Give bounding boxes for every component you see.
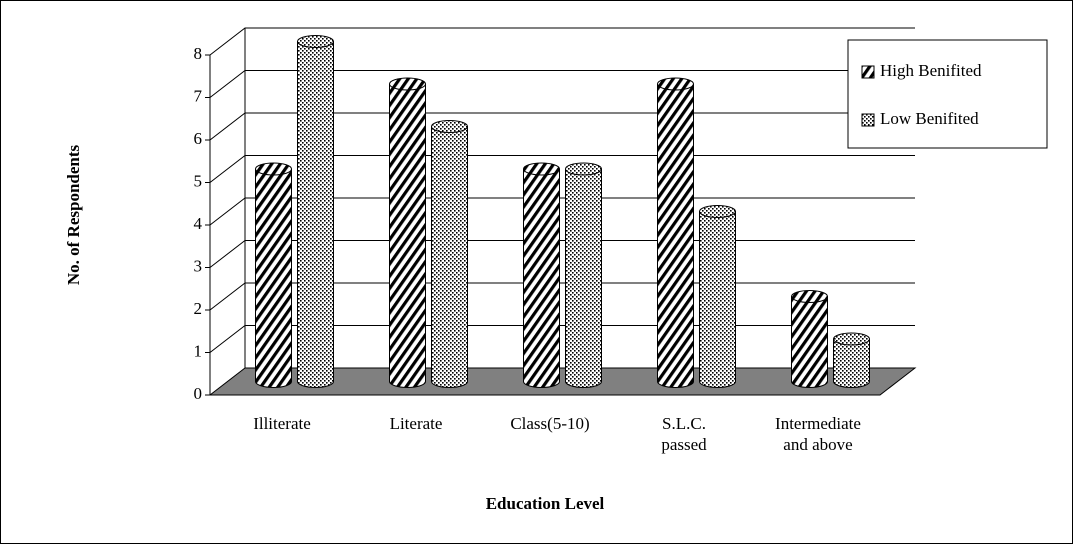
bar-top [565, 162, 602, 176]
bar [565, 162, 602, 388]
bar-body [791, 296, 828, 388]
bar [389, 77, 426, 388]
bar-body [297, 41, 334, 388]
bar [791, 290, 828, 388]
bar-body [565, 168, 602, 388]
bar-top [389, 77, 426, 91]
x-tick-label: S.L.C. passed [661, 414, 707, 454]
y-tick-label: 7 [194, 86, 203, 105]
x-tick-label: Literate [389, 414, 443, 433]
y-tick-label: 3 [194, 256, 203, 275]
bar-body [699, 211, 736, 388]
bar-top [833, 332, 870, 346]
bar-body [523, 168, 560, 388]
legend-label: Low Benifited [880, 109, 979, 128]
bar-top [255, 162, 292, 176]
legend-swatch [861, 113, 875, 127]
y-tick-label: 6 [194, 129, 203, 148]
bar-body [255, 168, 292, 388]
bar-top [791, 290, 828, 303]
bar [523, 162, 560, 388]
bar-body [431, 126, 468, 388]
grid-line [209, 70, 915, 98]
y-tick-label: 1 [194, 341, 203, 360]
y-tick-label: 4 [194, 214, 203, 233]
grid-line [209, 27, 915, 56]
legend-label: High Benifited [880, 61, 982, 80]
bar-body [657, 83, 694, 388]
bar-body [389, 83, 426, 388]
bar [297, 35, 334, 388]
y-tick-label: 0 [194, 384, 203, 403]
bar [699, 205, 736, 388]
bar-body [833, 338, 870, 388]
bar [431, 120, 468, 388]
bar-top [657, 77, 694, 91]
bar-top [297, 35, 334, 48]
y-tick-label: 2 [194, 299, 203, 318]
bar-top [699, 205, 736, 218]
y-tick-label: 8 [194, 44, 203, 63]
y-tick-label: 5 [194, 171, 203, 190]
legend-box [847, 39, 1048, 149]
x-axis-title: Education Level [486, 494, 605, 513]
bar-top [431, 120, 468, 133]
x-tick-label: Class(5-10) [510, 414, 590, 433]
x-tick-label: Illiterate [253, 414, 311, 433]
x-tick-label: Intermediate and above [775, 414, 861, 454]
bar-top [523, 162, 560, 176]
bar [255, 162, 292, 388]
legend-swatch [861, 65, 875, 79]
y-axis-title: No. of Respondents [64, 144, 83, 285]
bar [833, 332, 870, 388]
bar [657, 77, 694, 388]
